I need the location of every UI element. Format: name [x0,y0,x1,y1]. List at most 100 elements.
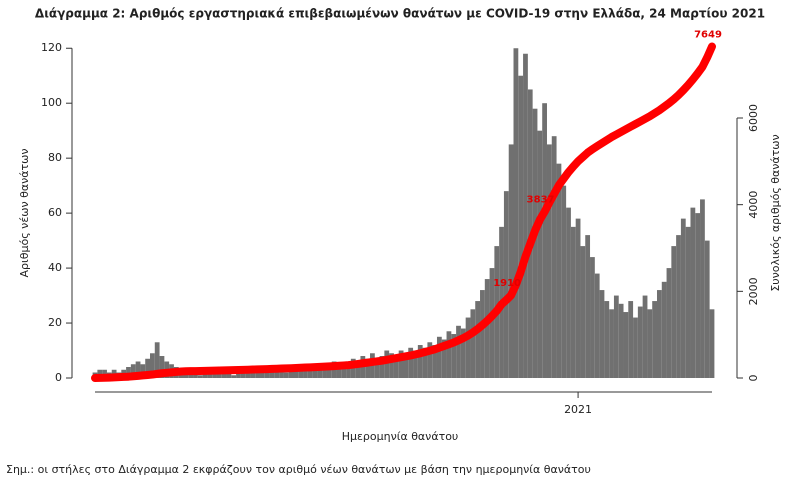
bar [604,301,610,378]
bar [685,226,691,378]
bar [580,246,586,378]
bar [264,372,270,378]
bar [283,372,289,378]
bar [537,130,543,378]
bar [637,306,643,378]
bar [566,207,571,378]
bar [384,350,390,378]
bar [307,367,313,378]
x-axis-label: Ημερομηνία θανάτου [342,430,459,443]
bar [413,350,418,378]
bar [652,301,657,378]
bar [609,309,614,378]
bar [303,369,308,378]
bar [231,375,237,378]
bar [355,361,361,378]
bar [422,347,428,378]
bar [212,372,217,378]
bar [226,372,232,378]
bar [618,303,624,378]
bar [704,240,710,378]
y-axis-label: Αριθμός νέων θανάτων [18,149,31,278]
line-annotation: 3837 [527,195,555,206]
bar [666,268,672,378]
bar [594,273,600,378]
bar [590,257,595,378]
bar [475,301,481,378]
bar [446,331,452,378]
bar [690,207,696,378]
bar [532,108,538,378]
bar [130,364,136,378]
bar [250,372,256,378]
bar [126,367,131,378]
bar [508,144,514,378]
bar [556,163,562,378]
note: Σημ.: οι στήλες στο Διάγραμμα 2 εκφράζου… [6,463,591,476]
bar [523,53,528,378]
bar [561,185,567,378]
bar [551,136,557,378]
bar [417,345,423,378]
bar [546,144,552,378]
y-tick-label: 80 [48,151,62,164]
bar [279,369,284,378]
chart-title: Διάγραμμα 2: Αριθμός εργαστηριακά επιβεβ… [35,7,765,21]
bar [408,347,414,378]
bar [451,334,457,378]
bar [613,295,619,378]
bar [236,372,241,378]
bar [695,213,701,378]
bar [288,369,294,378]
bar [255,369,261,378]
bar [656,290,662,378]
cumulative-line [91,42,716,382]
bar [427,342,433,378]
bar [202,372,208,378]
y2-tick-label: 4000 [747,191,760,219]
bar [269,369,275,378]
bar [456,325,461,378]
y-tick-label: 0 [55,371,62,384]
x-tick-label: 2021 [564,403,592,416]
bar [150,353,155,378]
y-tick-label: 60 [48,206,62,219]
bar [480,290,485,378]
bar [633,317,638,378]
bar [365,358,371,378]
bar [709,309,715,378]
y2-axis-label: Συνολικός αριθμός θανάτων [769,134,782,291]
bar [432,345,437,378]
bar [484,279,490,378]
bar [623,312,629,378]
y-tick-label: 40 [48,261,62,274]
bar [293,367,299,378]
bar [341,367,347,378]
bar [140,364,146,378]
bar [513,48,519,379]
bar [260,372,265,378]
bar [193,372,198,378]
bar [317,364,323,378]
bar [374,361,380,378]
bar [585,235,591,378]
bar [154,342,160,378]
bar [489,268,495,378]
bar [599,290,605,378]
bar [389,353,394,378]
bar [542,103,547,379]
bar [398,350,404,378]
y2-tick-label: 2000 [747,277,760,305]
y-tick-label: 20 [48,316,62,329]
bar [197,375,203,378]
bar [97,369,103,378]
bar [135,361,141,378]
bar [661,281,667,378]
y2-tick-label: 6000 [747,104,760,132]
bar [216,372,222,378]
bar [628,301,634,378]
bar [441,339,447,378]
y-tick-label: 100 [41,96,62,109]
bar [336,364,342,378]
